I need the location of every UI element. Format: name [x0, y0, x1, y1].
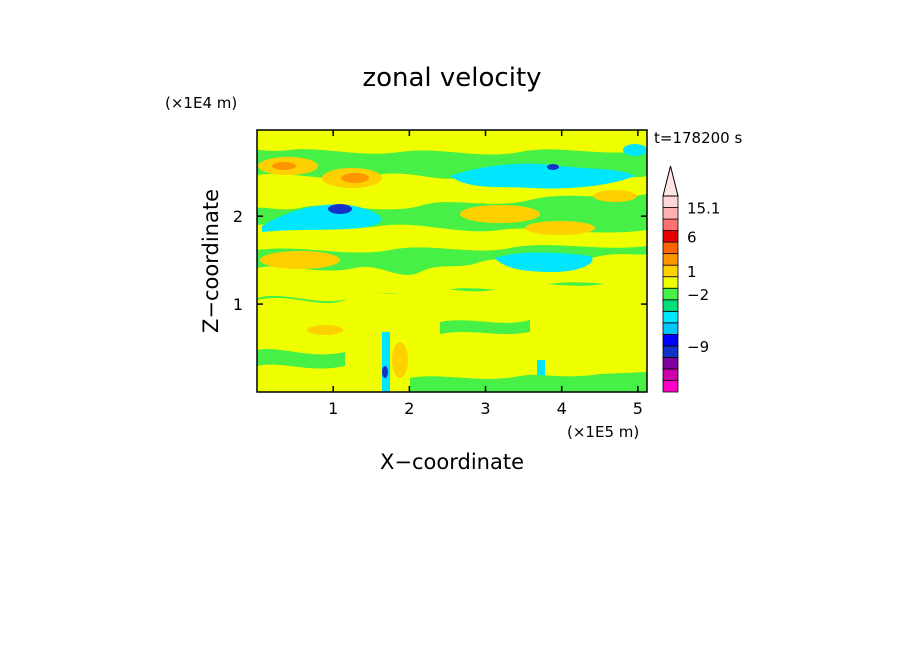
contour-cool-low — [410, 372, 647, 392]
colorbar-level — [662, 195, 679, 208]
contour-orange — [525, 221, 595, 235]
colorbar-level — [662, 345, 679, 358]
contour-orange — [460, 205, 540, 223]
colorbar-level — [662, 287, 679, 301]
y-tick-label: 2 — [233, 207, 243, 226]
contour-warm-top — [257, 130, 647, 155]
colorbar-extend-arrow — [662, 165, 679, 197]
contour-cool — [495, 252, 593, 272]
x-tick-label: 4 — [557, 399, 567, 418]
contour-cool — [382, 332, 390, 392]
y-axis-unit: (×1E4 m) — [165, 94, 237, 112]
contour-cool — [537, 360, 545, 386]
contour-cool — [450, 163, 635, 189]
colorbar-level — [662, 241, 679, 255]
colorbar-label: 1 — [687, 263, 697, 281]
colorbar-level — [662, 207, 679, 220]
contour-cool-low — [440, 320, 530, 334]
colorbar-label: −2 — [687, 286, 709, 304]
contour-orange — [593, 190, 637, 202]
colorbar-label: 15.1 — [687, 200, 720, 218]
contour-orange — [392, 342, 408, 378]
time-label: t=178200 s — [654, 129, 742, 147]
colorbar-level — [662, 253, 679, 266]
x-tick-label: 3 — [480, 399, 490, 418]
x-axis-unit: (×1E5 m) — [567, 423, 639, 441]
contour-cool-low — [257, 348, 345, 369]
contour-hot — [272, 162, 296, 170]
colorbar-level — [662, 276, 679, 289]
x-tick-label: 1 — [328, 399, 338, 418]
colorbar: 15.1 6 1 −2 −9 — [662, 165, 720, 393]
contour-warm-lower — [257, 278, 647, 392]
contour-cold — [382, 366, 388, 378]
colorbar-label: −9 — [687, 338, 709, 356]
colorbar-level — [662, 310, 679, 324]
contour-orange — [307, 325, 343, 335]
colorbar-level — [662, 380, 679, 393]
plot-frame — [256, 129, 648, 393]
axis-ticks: 1 2 3 4 5 1 2 — [233, 130, 647, 418]
colorbar-level — [662, 218, 679, 231]
contour-field — [257, 130, 647, 392]
colorbar-level — [662, 230, 679, 243]
y-tick-label: 1 — [233, 295, 243, 314]
colorbar-level — [662, 322, 679, 335]
y-axis-label: Z−coordinate — [199, 189, 223, 333]
contour-cool — [262, 204, 382, 232]
contour-hot — [341, 173, 369, 183]
chart-title: zonal velocity — [362, 63, 541, 93]
colorbar-label: 6 — [687, 228, 697, 246]
contour-cool — [623, 144, 647, 156]
colorbar-level — [662, 264, 679, 278]
contour-cold — [547, 164, 559, 170]
colorbar-level — [662, 368, 679, 381]
x-axis-label: X−coordinate — [380, 450, 524, 474]
x-tick-label: 5 — [633, 399, 643, 418]
x-tick-label: 2 — [404, 399, 414, 418]
contour-cold — [328, 204, 352, 214]
contour-orange — [260, 251, 340, 269]
colorbar-level — [662, 299, 679, 312]
colorbar-level — [662, 333, 679, 347]
colorbar-level — [662, 357, 679, 370]
